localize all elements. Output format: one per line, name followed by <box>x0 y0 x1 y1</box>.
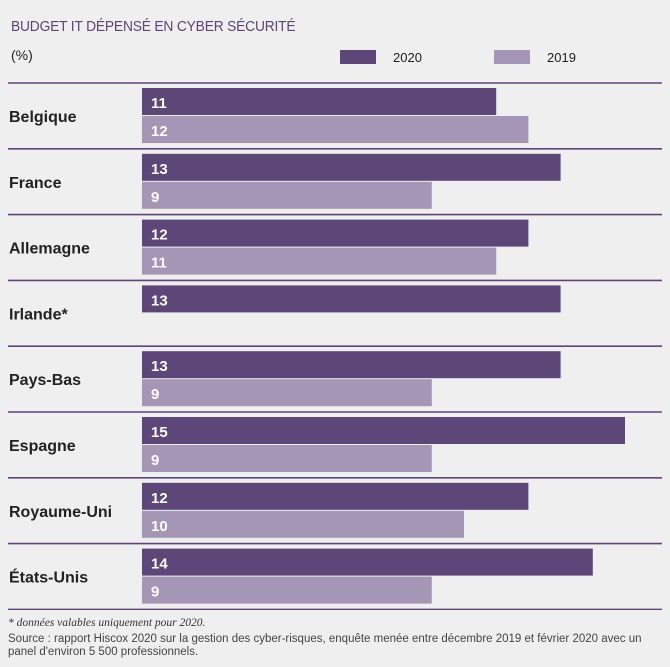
value-label: 14 <box>151 556 168 573</box>
bar-2019 <box>142 445 432 472</box>
bar-2020 <box>142 482 529 510</box>
bar-2020 <box>142 153 561 181</box>
legend-label-2019: 2019 <box>547 49 576 65</box>
bar-2019 <box>142 576 432 604</box>
category-label: Espagne <box>9 438 76 455</box>
category-label: France <box>9 175 62 192</box>
legend-label-2020: 2020 <box>393 49 422 65</box>
bar-2019 <box>142 116 529 143</box>
value-label: 13 <box>151 161 168 178</box>
category-label: Irlande* <box>9 306 68 323</box>
value-label: 9 <box>151 386 159 403</box>
bar-2019 <box>142 247 497 275</box>
value-label: 9 <box>151 452 159 469</box>
legend-swatch-2019 <box>494 50 530 64</box>
bar-chart: Belgique 11 12 France 13 9 Allemagne 12 11 Irland… <box>8 82 662 610</box>
category-label: Royaume-Uni <box>9 504 112 521</box>
bar-2020 <box>142 548 593 576</box>
bar-2020 <box>142 285 561 313</box>
legend-item-2019: 2019 <box>494 49 576 65</box>
category-label: Belgique <box>9 109 77 126</box>
value-label: 13 <box>151 358 168 375</box>
category-label: États-Unis <box>9 568 88 587</box>
unit-label: (%) <box>11 47 33 63</box>
value-label: 12 <box>151 227 168 244</box>
value-label: 13 <box>151 292 168 309</box>
bar-2020 <box>142 351 561 379</box>
value-label: 9 <box>151 189 159 206</box>
source-note: Source : rapport Hiscox 2020 sur la gest… <box>8 633 642 658</box>
value-label: 15 <box>151 424 168 441</box>
category-label: Pays-Bas <box>9 372 81 389</box>
value-label: 9 <box>151 584 159 601</box>
value-label: 12 <box>151 123 168 140</box>
value-label: 11 <box>151 95 167 112</box>
bar-2019 <box>142 379 432 407</box>
bar-2019 <box>142 181 432 209</box>
bar-2020 <box>142 417 625 444</box>
value-label: 11 <box>151 255 167 272</box>
bar-2019 <box>142 510 464 538</box>
value-label: 12 <box>151 490 168 507</box>
value-label: 10 <box>151 518 168 535</box>
chart-title: BUDGET IT DÉPENSÉ EN CYBER SÉCURITÉ <box>11 18 296 35</box>
footnote: * données valables uniquement pour 2020. <box>8 617 206 629</box>
bar-2020 <box>142 88 497 115</box>
legend-item-2020: 2020 <box>340 49 422 65</box>
category-label: Allemagne <box>9 241 90 258</box>
bar-2020 <box>142 219 529 247</box>
legend-swatch-2020 <box>340 50 376 64</box>
